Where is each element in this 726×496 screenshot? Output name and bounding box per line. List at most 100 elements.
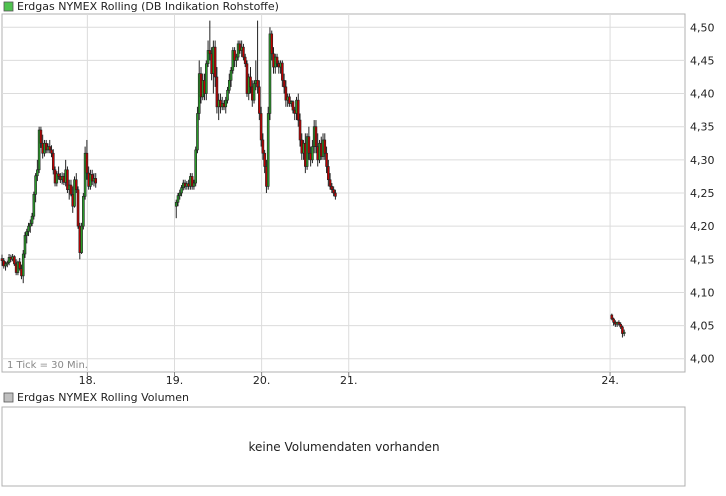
candle-body-down bbox=[256, 79, 259, 88]
candle bbox=[27, 222, 30, 237]
candle bbox=[296, 93, 300, 127]
y-tick-label: 4,40 bbox=[690, 88, 715, 101]
candle-body-down bbox=[334, 192, 337, 197]
candle-body-down bbox=[90, 174, 94, 182]
candle bbox=[252, 80, 256, 104]
candle bbox=[275, 53, 279, 68]
candle-body-down bbox=[215, 76, 219, 108]
candle-body-up bbox=[80, 225, 83, 253]
candle bbox=[328, 173, 332, 190]
volume-legend-swatch bbox=[3, 392, 14, 403]
candle-body-down bbox=[270, 33, 274, 55]
candle bbox=[617, 320, 621, 326]
candle bbox=[178, 189, 182, 200]
candle-body-down bbox=[0, 258, 4, 261]
candle-body-down bbox=[610, 314, 614, 320]
candle-body-down bbox=[76, 189, 80, 227]
candle bbox=[174, 199, 178, 219]
candle-body-up bbox=[83, 152, 87, 197]
candle bbox=[291, 100, 295, 114]
candle bbox=[4, 261, 7, 271]
candle bbox=[55, 171, 59, 187]
candle bbox=[94, 173, 98, 188]
y-tick-label: 4,50 bbox=[690, 21, 715, 34]
candle bbox=[249, 67, 252, 94]
candle-body-down bbox=[263, 152, 266, 167]
candle bbox=[0, 254, 4, 266]
candle bbox=[258, 80, 261, 121]
candle-body-down bbox=[619, 323, 622, 328]
candle bbox=[224, 96, 228, 114]
candle-body-down bbox=[296, 99, 300, 121]
candle bbox=[332, 186, 335, 197]
candle bbox=[25, 228, 29, 244]
candle bbox=[74, 173, 78, 193]
x-tick-label: 20. bbox=[253, 374, 271, 387]
volume-plot-area bbox=[1, 406, 686, 487]
candle-body-down bbox=[291, 101, 295, 111]
candle-body-down bbox=[612, 318, 615, 323]
candle-body-down bbox=[208, 50, 212, 55]
candle bbox=[34, 173, 37, 203]
candle bbox=[190, 173, 194, 190]
candle-body-up bbox=[224, 99, 228, 108]
candle bbox=[330, 183, 334, 193]
candle-body-down bbox=[13, 256, 16, 265]
candle-body-up bbox=[73, 179, 76, 207]
candle bbox=[82, 193, 85, 230]
candle-body-up bbox=[180, 187, 183, 194]
candle bbox=[263, 149, 266, 174]
y-tick-label: 4,45 bbox=[690, 54, 715, 67]
candle-body-up bbox=[204, 63, 208, 94]
candle bbox=[307, 126, 311, 160]
candle bbox=[196, 106, 199, 154]
candle bbox=[192, 179, 196, 190]
candle bbox=[619, 322, 622, 329]
candle-body-up bbox=[36, 169, 39, 177]
candle-body-down bbox=[325, 152, 328, 167]
candle-body-up bbox=[252, 83, 256, 101]
x-tick-label: 21. bbox=[340, 374, 358, 387]
candle bbox=[622, 329, 626, 337]
candle bbox=[288, 93, 291, 107]
candle-body-down bbox=[617, 321, 621, 325]
candle-body-down bbox=[18, 261, 21, 269]
candle bbox=[610, 313, 614, 321]
candle-body-up bbox=[30, 215, 34, 224]
candle-body-up bbox=[55, 173, 59, 184]
candle-body-up bbox=[266, 113, 270, 187]
candle bbox=[80, 222, 83, 254]
price-grid bbox=[2, 14, 685, 372]
candle-body-down bbox=[51, 152, 55, 171]
candle bbox=[57, 166, 60, 180]
candle-body-down bbox=[275, 56, 279, 65]
candle-body-down bbox=[261, 139, 265, 154]
candle bbox=[327, 159, 330, 187]
candle-body-down bbox=[94, 178, 98, 184]
x-axis: 18. 19. 20. 21. 24. bbox=[79, 372, 619, 387]
candle-body-up bbox=[235, 56, 238, 61]
candle bbox=[233, 47, 236, 68]
candle bbox=[180, 185, 183, 197]
candle bbox=[90, 169, 94, 186]
candle-body-down bbox=[323, 139, 327, 154]
x-tick-label: 19. bbox=[166, 374, 184, 387]
candle bbox=[30, 212, 34, 227]
candle-body-up bbox=[268, 33, 272, 114]
candle-body-down bbox=[621, 326, 624, 334]
volume-chart-title: Erdgas NYMEX Rolling Volumen bbox=[17, 391, 189, 404]
candle-body-down bbox=[258, 86, 261, 114]
interval-note: 1 Tick = 30 Min. bbox=[7, 360, 88, 371]
candle bbox=[83, 146, 87, 200]
candle bbox=[206, 40, 210, 68]
candle bbox=[36, 159, 39, 182]
candle bbox=[334, 189, 337, 200]
candle-body-down bbox=[190, 176, 194, 187]
y-tick-label: 4,15 bbox=[690, 253, 715, 266]
candle bbox=[259, 106, 263, 147]
x-tick-label: 24. bbox=[601, 374, 619, 387]
y-tick-label: 4,20 bbox=[690, 220, 715, 233]
candle-body-down bbox=[243, 56, 247, 65]
candle bbox=[215, 67, 219, 114]
candle-body-up bbox=[227, 79, 231, 91]
